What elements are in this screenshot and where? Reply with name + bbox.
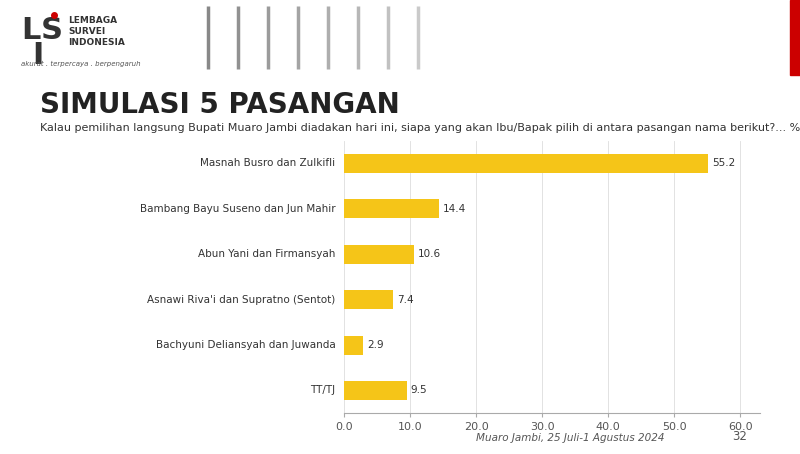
Text: Muaro Jambi, 25 Juli-1 Agustus 2024: Muaro Jambi, 25 Juli-1 Agustus 2024 (476, 433, 665, 443)
Text: 7.4: 7.4 (397, 295, 414, 305)
Text: 32: 32 (732, 429, 747, 443)
Text: TT/TJ: TT/TJ (310, 385, 335, 395)
Text: Bambang Bayu Suseno dan Jun Mahir: Bambang Bayu Suseno dan Jun Mahir (140, 204, 335, 214)
Text: 2.9: 2.9 (367, 340, 384, 350)
Bar (344, 336, 363, 355)
Bar (790, 0, 800, 75)
Text: I: I (32, 41, 43, 70)
Text: LEMBAGA
SURVEI
INDONESIA: LEMBAGA SURVEI INDONESIA (68, 16, 125, 47)
Text: akurat . terpercaya . berpengaruh: akurat . terpercaya . berpengaruh (21, 61, 141, 67)
Bar (344, 154, 709, 173)
Text: S: S (41, 16, 62, 45)
Bar (344, 245, 414, 264)
Text: 14.4: 14.4 (443, 204, 466, 214)
Text: Abun Yani dan Firmansyah: Abun Yani dan Firmansyah (198, 249, 335, 259)
Text: Masnah Busro dan Zulkifli: Masnah Busro dan Zulkifli (200, 158, 335, 168)
Bar (344, 290, 393, 309)
Text: Asnawi Riva'i dan Supratno (Sentot): Asnawi Riva'i dan Supratno (Sentot) (147, 295, 335, 305)
Text: 10.6: 10.6 (418, 249, 441, 259)
Bar (344, 199, 439, 218)
Text: 55.2: 55.2 (713, 158, 736, 168)
Text: SIMULASI 5 PASANGAN: SIMULASI 5 PASANGAN (40, 91, 400, 119)
Text: Bachyuni Deliansyah dan Juwanda: Bachyuni Deliansyah dan Juwanda (156, 340, 335, 350)
Text: Kalau pemilihan langsung Bupati Muaro Jambi diadakan hari ini, siapa yang akan I: Kalau pemilihan langsung Bupati Muaro Ja… (40, 123, 800, 133)
Text: 9.5: 9.5 (410, 385, 427, 395)
Bar (344, 381, 406, 400)
Text: L: L (21, 16, 40, 45)
